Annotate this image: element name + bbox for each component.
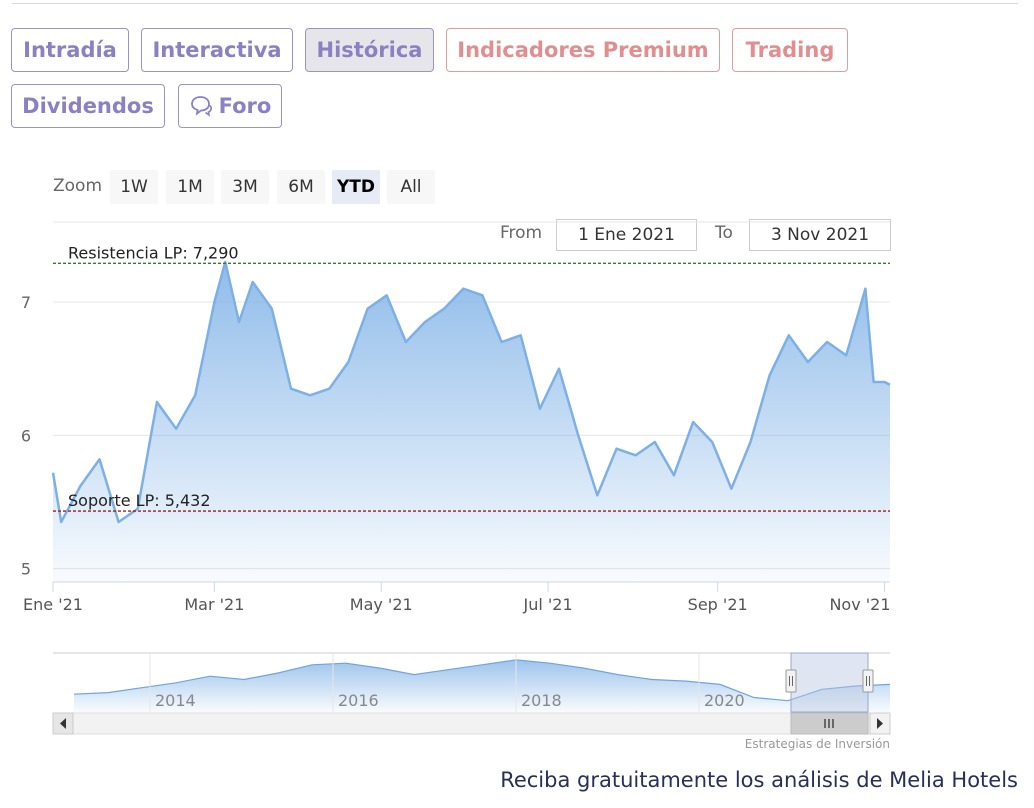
navigator-right-handle[interactable] bbox=[862, 669, 874, 693]
y-tick-label: 6 bbox=[21, 426, 31, 445]
series-area bbox=[53, 262, 890, 582]
navigator-area bbox=[74, 659, 890, 712]
scrollbar-track bbox=[52, 712, 891, 735]
scroll-right-arrow-icon bbox=[877, 718, 883, 729]
x-tick-label: Jul '21 bbox=[523, 595, 573, 614]
support-label: Soporte LP: 5,432 bbox=[68, 491, 211, 510]
tab-label: Foro bbox=[218, 94, 272, 118]
x-tick-label: May '21 bbox=[350, 595, 413, 614]
y-tick-label: 7 bbox=[21, 293, 31, 312]
from-label: From bbox=[500, 223, 543, 243]
x-tick-label: Ene '21 bbox=[23, 595, 83, 614]
navigator-tick-label: 2016 bbox=[338, 691, 379, 710]
x-tick-label: Sep '21 bbox=[688, 595, 748, 614]
zoom-label: Zoom bbox=[53, 176, 103, 196]
navigator-tick-label: 2018 bbox=[521, 691, 562, 710]
navigator-tick-label: 2020 bbox=[704, 691, 745, 710]
tab-dividendos[interactable]: Dividendos bbox=[11, 84, 165, 128]
range-button-1w[interactable]: 1W bbox=[110, 170, 158, 204]
x-tick-label: Mar '21 bbox=[184, 595, 244, 614]
navigator-line bbox=[73, 659, 891, 702]
resistance-label: Resistencia LP: 7,290 bbox=[68, 243, 239, 262]
navigator-left-handle[interactable] bbox=[785, 669, 797, 693]
chart-credit: Estrategias de Inversión bbox=[745, 737, 890, 751]
range-button-6m[interactable]: 6M bbox=[277, 170, 325, 204]
range-button-ytd[interactable]: YTD bbox=[332, 170, 380, 204]
to-label: To bbox=[715, 223, 733, 243]
tab-foro[interactable]: Foro bbox=[178, 84, 282, 128]
series-line bbox=[51, 260, 891, 524]
scrollbar-right-button[interactable] bbox=[869, 712, 891, 735]
tab-label: Interactiva bbox=[152, 38, 282, 62]
navigator-selection-mask bbox=[790, 652, 869, 713]
navigator-tick-label: 2014 bbox=[155, 691, 196, 710]
tab-label: Histórica bbox=[316, 38, 423, 62]
range-button-3m[interactable]: 3M bbox=[221, 170, 269, 204]
tab-label: Dividendos bbox=[22, 94, 154, 118]
tab-label: Indicadores Premium bbox=[457, 38, 709, 62]
scrollbar-thumb[interactable] bbox=[790, 712, 869, 735]
tab-intradia[interactable]: Intradía bbox=[11, 28, 129, 72]
tab-trading[interactable]: Trading bbox=[732, 28, 848, 72]
range-button-1m[interactable]: 1M bbox=[166, 170, 214, 204]
footer-cta[interactable]: Reciba gratuitamente los análisis de Mel… bbox=[500, 768, 1018, 792]
tab-label: Intradía bbox=[23, 38, 117, 62]
tab-indicadores-premium[interactable]: Indicadores Premium bbox=[446, 28, 720, 72]
chat-bubbles-icon bbox=[189, 95, 213, 117]
tab-label: Trading bbox=[745, 38, 835, 62]
scrollbar-left-button[interactable] bbox=[52, 712, 74, 735]
top-divider bbox=[12, 3, 1018, 4]
y-tick-label: 5 bbox=[21, 560, 31, 579]
x-tick-label: Nov '21 bbox=[829, 595, 890, 614]
tab-interactiva[interactable]: Interactiva bbox=[141, 28, 293, 72]
from-date-input[interactable]: 1 Ene 2021 bbox=[556, 219, 697, 251]
tab-historica[interactable]: Histórica bbox=[305, 28, 434, 72]
range-button-all[interactable]: All bbox=[387, 170, 435, 204]
scroll-left-arrow-icon bbox=[60, 718, 66, 729]
to-date-input[interactable]: 3 Nov 2021 bbox=[749, 219, 891, 251]
